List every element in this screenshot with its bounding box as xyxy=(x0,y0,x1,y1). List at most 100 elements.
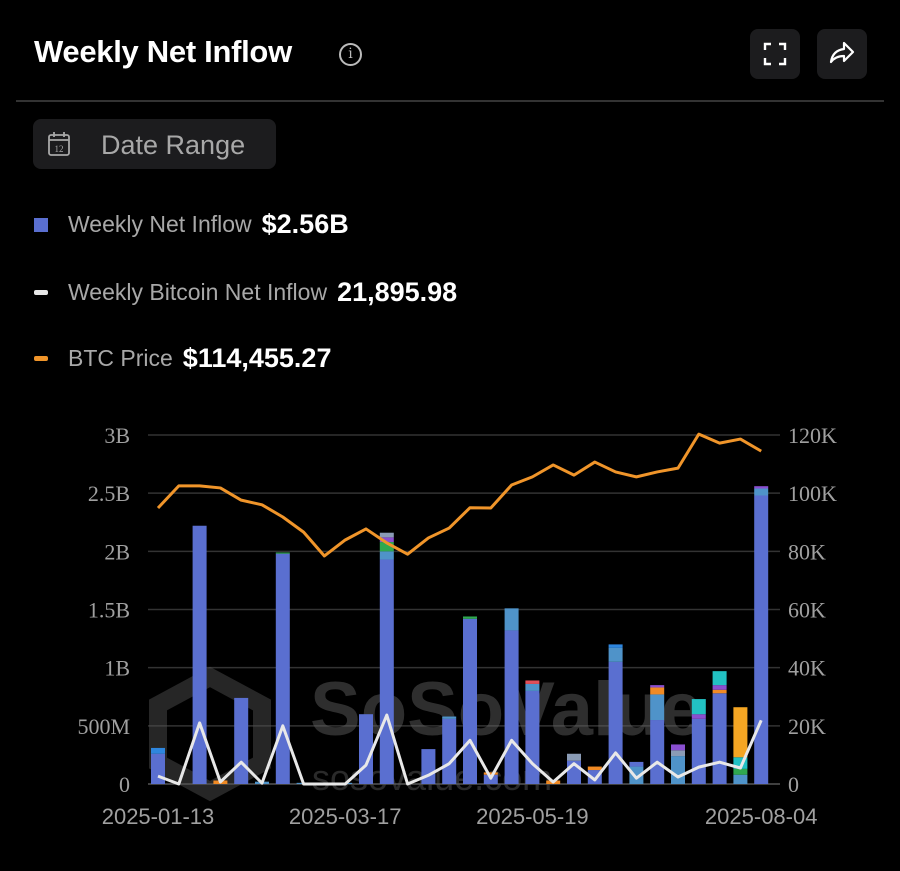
bar-10[interactable] xyxy=(359,714,373,784)
left-axis-tick-label: 2.5B xyxy=(88,481,130,506)
bar-segment xyxy=(712,693,727,784)
bar-6[interactable] xyxy=(275,552,290,784)
bar-segment xyxy=(712,685,727,690)
bar-segment xyxy=(608,644,623,648)
bar-segment xyxy=(754,486,769,489)
bar-segment xyxy=(629,766,644,784)
bar-segment xyxy=(379,551,394,560)
x-axis-tick-label: 2025-05-19 xyxy=(476,804,589,829)
page-title: Weekly Net Inflow xyxy=(34,34,292,69)
x-axis-tick-label: 2025-01-13 xyxy=(102,804,215,829)
bar-segment xyxy=(671,744,685,751)
bar-segment xyxy=(379,537,394,543)
bar-segment xyxy=(275,553,290,784)
date-range-label: Date Range xyxy=(101,130,246,160)
bar-segment xyxy=(525,680,540,684)
bar-4[interactable] xyxy=(234,697,249,784)
left-axis-tick-label: 500M xyxy=(77,714,130,739)
x-axis-tick-label: 2025-08-04 xyxy=(705,804,818,829)
bar-segment xyxy=(463,618,477,784)
bar-segment xyxy=(192,525,207,784)
bar-22[interactable] xyxy=(608,644,623,784)
info-icon[interactable]: i xyxy=(339,43,362,66)
bar-segment xyxy=(691,699,706,715)
bar-segment xyxy=(504,630,519,784)
bar-28[interactable] xyxy=(733,707,748,784)
bar-segment xyxy=(650,694,665,721)
bar-segment xyxy=(525,683,540,691)
legend-item-weekly-net-inflow[interactable]: Weekly Net Inflow $2.56B xyxy=(34,209,349,240)
legend-value: $114,455.27 xyxy=(182,343,332,373)
bar-segment xyxy=(608,647,623,662)
bar-segment xyxy=(691,718,706,784)
bar-26[interactable] xyxy=(691,699,706,784)
calendar-icon: 12 xyxy=(48,132,70,156)
bar-segment xyxy=(504,608,519,631)
bar-segment xyxy=(442,716,457,719)
legend-item-btc-price[interactable]: BTC Price $114,455.27 xyxy=(34,343,331,374)
bar-segment xyxy=(754,495,769,784)
legend-swatch xyxy=(34,290,48,295)
legend-value: $2.56B xyxy=(261,209,349,239)
bar-segment xyxy=(733,707,748,758)
fullscreen-button[interactable] xyxy=(750,29,800,79)
bar-segment xyxy=(754,488,769,496)
bar-segment xyxy=(733,768,748,775)
bar-2[interactable] xyxy=(192,525,207,784)
legend-swatch xyxy=(34,217,48,232)
bar-segment xyxy=(608,661,623,784)
bar-23[interactable] xyxy=(629,761,644,784)
bar-segment xyxy=(733,757,748,769)
bar-11[interactable] xyxy=(379,532,394,784)
bar-segment xyxy=(650,685,665,688)
bar-24[interactable] xyxy=(650,685,665,784)
bar-segment xyxy=(463,616,477,619)
legend-swatch xyxy=(34,356,48,361)
bar-segment xyxy=(442,718,457,784)
bar-segment xyxy=(712,671,727,686)
legend-name: Weekly Bitcoin Net Inflow xyxy=(68,279,328,305)
legend-value: 21,895.98 xyxy=(337,277,458,307)
right-axis-tick-label: 0 xyxy=(788,772,799,797)
bar-segment xyxy=(691,714,706,719)
bar-segment xyxy=(483,772,498,775)
right-axis-tick-label: 20K xyxy=(788,714,826,739)
bar-27[interactable] xyxy=(712,671,727,784)
right-axis-tick-label: 100K xyxy=(788,481,837,506)
bar-14[interactable] xyxy=(442,716,457,784)
bar-segment xyxy=(671,750,685,757)
bar-segment xyxy=(525,690,540,784)
bar-15[interactable] xyxy=(463,616,477,784)
bar-segment xyxy=(379,559,394,784)
bar-17[interactable] xyxy=(504,608,519,784)
right-axis-tick-label: 120K xyxy=(788,423,837,448)
left-axis-tick-label: 1B xyxy=(104,656,130,681)
bar-segment xyxy=(275,552,290,554)
left-axis-tick-label: 1.5B xyxy=(88,598,130,623)
date-range-button[interactable]: 12 Date Range xyxy=(33,119,276,169)
bar-segment xyxy=(587,766,602,771)
legend-item-weekly-bitcoin-net-inflow[interactable]: Weekly Bitcoin Net Inflow 21,895.98 xyxy=(34,277,457,308)
bar-segment xyxy=(151,747,165,754)
right-axis-tick-label: 80K xyxy=(788,539,826,564)
bar-25[interactable] xyxy=(671,744,685,784)
bar-segment xyxy=(567,753,581,761)
bar-segment xyxy=(650,687,665,695)
x-axis-tick-label: 2025-03-17 xyxy=(289,804,402,829)
share-button[interactable] xyxy=(817,29,867,79)
bar-segment xyxy=(671,756,685,784)
bar-29[interactable] xyxy=(754,486,769,784)
header-divider xyxy=(16,100,884,102)
weekly-bitcoin-net-inflow-line xyxy=(157,713,763,786)
left-axis-tick-label: 0 xyxy=(119,772,130,797)
svg-text:12: 12 xyxy=(55,144,64,154)
bar-segment xyxy=(379,532,394,538)
bar-segment xyxy=(733,774,748,784)
bar-segment xyxy=(650,720,665,784)
bar-segment xyxy=(359,714,373,784)
chart[interactable]: SoSoValue sosovalue.com 00500M20K1B40K1.… xyxy=(0,400,900,840)
btc-price-line xyxy=(156,432,762,558)
left-axis-tick-label: 3B xyxy=(104,423,130,448)
legend-name: BTC Price xyxy=(68,345,173,371)
right-axis-tick-label: 40K xyxy=(788,656,826,681)
